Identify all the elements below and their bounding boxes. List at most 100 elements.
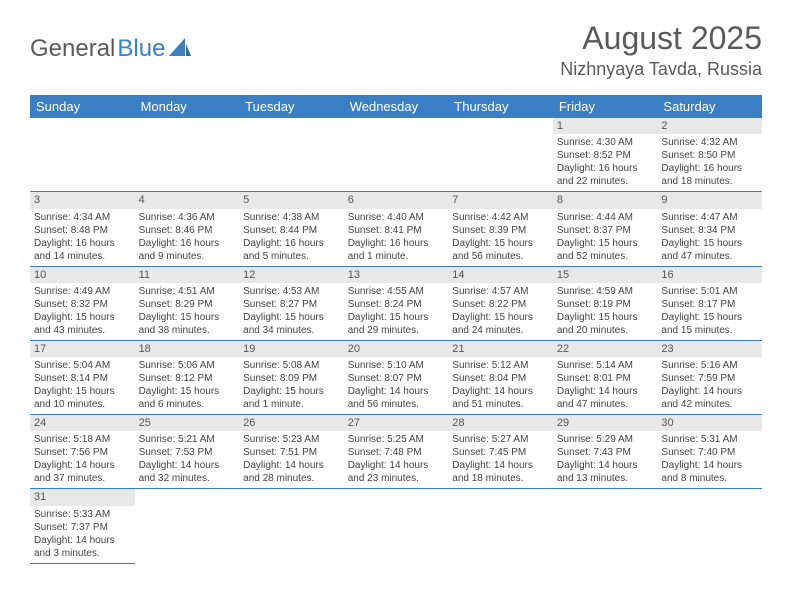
day-cell: 18Sunrise: 5:06 AMSunset: 8:12 PMDayligh… [135,341,240,415]
sunset-line: Sunset: 8:41 PM [348,224,445,237]
calendar: SundayMondayTuesdayWednesdayThursdayFrid… [30,95,762,564]
location: Nizhnyaya Tavda, Russia [560,59,762,80]
day-number: 13 [348,269,360,281]
daylight-line: Daylight: 15 hours [34,385,131,398]
empty-cell [239,118,344,192]
sunset-line: Sunset: 7:37 PM [34,521,131,534]
calendar-body: 1Sunrise: 4:30 AMSunset: 8:52 PMDaylight… [30,118,762,564]
sunset-line: Sunset: 8:52 PM [557,149,654,162]
day-number: 10 [34,269,46,281]
daylight-line: Daylight: 14 hours [34,459,131,472]
daylight-line: Daylight: 15 hours [34,311,131,324]
day-cell: 21Sunrise: 5:12 AMSunset: 8:04 PMDayligh… [448,341,553,415]
sunrise-line: Sunrise: 5:21 AM [139,433,236,446]
sunset-line: Sunset: 8:14 PM [34,372,131,385]
day-cell: 9Sunrise: 4:47 AMSunset: 8:34 PMDaylight… [657,192,762,266]
daynum-row: 4 [135,192,240,208]
daylight-line-2: and 24 minutes. [452,324,549,337]
sunrise-line: Sunrise: 5:04 AM [34,359,131,372]
sunset-line: Sunset: 8:27 PM [243,298,340,311]
daylight-line: Daylight: 15 hours [661,237,758,250]
day-number: 31 [34,491,46,503]
daynum-row: 13 [344,267,449,283]
sunset-line: Sunset: 8:46 PM [139,224,236,237]
day-number: 19 [243,343,255,355]
daylight-line-2: and 5 minutes. [243,250,340,263]
daylight-line-2: and 42 minutes. [661,398,758,411]
sunrise-line: Sunrise: 4:40 AM [348,211,445,224]
day-cell: 28Sunrise: 5:27 AMSunset: 7:45 PMDayligh… [448,415,553,489]
daynum-row: 6 [344,192,449,208]
day-cell: 1Sunrise: 4:30 AMSunset: 8:52 PMDaylight… [553,118,658,192]
daynum-row: 21 [448,341,553,357]
day-cell: 25Sunrise: 5:21 AMSunset: 7:53 PMDayligh… [135,415,240,489]
day-number: 12 [243,269,255,281]
daylight-line: Daylight: 14 hours [557,459,654,472]
logo: GeneralBlue [30,20,191,63]
daynum-row: 7 [448,192,553,208]
daynum-row: 28 [448,415,553,431]
daylight-line: Daylight: 15 hours [243,311,340,324]
sunrise-line: Sunrise: 5:01 AM [661,285,758,298]
daylight-line-2: and 29 minutes. [348,324,445,337]
daylight-line: Daylight: 15 hours [557,311,654,324]
sunrise-line: Sunrise: 4:38 AM [243,211,340,224]
day-number: 1 [557,120,563,132]
daylight-line-2: and 3 minutes. [34,547,131,560]
daylight-line-2: and 37 minutes. [34,472,131,485]
daylight-line: Daylight: 15 hours [139,311,236,324]
sunset-line: Sunset: 7:56 PM [34,446,131,459]
daynum-row: 10 [30,267,135,283]
daynum-row: 14 [448,267,553,283]
daylight-line-2: and 9 minutes. [139,250,236,263]
day-cell: 16Sunrise: 5:01 AMSunset: 8:17 PMDayligh… [657,267,762,341]
daylight-line-2: and 10 minutes. [34,398,131,411]
sunrise-line: Sunrise: 5:25 AM [348,433,445,446]
day-number: 28 [452,417,464,429]
empty-cell [344,118,449,192]
daylight-line-2: and 1 minute. [348,250,445,263]
day-cell: 17 Sunrise: 5:04 AMSunset: 8:14 PMDayligh… [30,341,135,415]
sunset-line: Sunset: 7:40 PM [661,446,758,459]
daylight-line: Daylight: 16 hours [557,162,654,175]
sunset-line: Sunset: 8:44 PM [243,224,340,237]
daylight-line-2: and 1 minute. [243,398,340,411]
sunrise-line: Sunrise: 4:53 AM [243,285,340,298]
day-number: 15 [557,269,569,281]
daylight-line-2: and 22 minutes. [557,175,654,188]
empty-cell [30,118,135,192]
day-cell: 31Sunrise: 5:33 AMSunset: 7:37 PMDayligh… [30,489,135,563]
weekday-header: Friday [553,95,658,118]
sunset-line: Sunset: 8:34 PM [661,224,758,237]
daynum-row: 11 [135,267,240,283]
sunrise-line: Sunrise: 5:06 AM [139,359,236,372]
daynum-row: 16 [657,267,762,283]
daylight-line-2: and 15 minutes. [661,324,758,337]
day-cell: 12 Sunrise: 4:53 AMSunset: 8:27 PMDayligh… [239,267,344,341]
daylight-line-2: and 47 minutes. [557,398,654,411]
sunset-line: Sunset: 8:17 PM [661,298,758,311]
day-cell: 19Sunrise: 5:08 AMSunset: 8:09 PMDayligh… [239,341,344,415]
sunrise-line: Sunrise: 5:12 AM [452,359,549,372]
daylight-line-2: and 20 minutes. [557,324,654,337]
day-cell: 30Sunrise: 5:31 AMSunset: 7:40 PMDayligh… [657,415,762,489]
daynum-row: 22 [553,341,658,357]
sunrise-line: Sunrise: 5:29 AM [557,433,654,446]
daynum-row: 26 [239,415,344,431]
sunrise-line: Sunrise: 5:18 AM [34,433,131,446]
daylight-line: Daylight: 15 hours [452,237,549,250]
daylight-line: Daylight: 16 hours [243,237,340,250]
daynum-row: 17 [30,341,135,357]
sunrise-line: Sunrise: 5:27 AM [452,433,549,446]
day-cell: 26Sunrise: 5:23 AMSunset: 7:51 PMDayligh… [239,415,344,489]
daynum-row: 18 [135,341,240,357]
day-number: 16 [661,269,673,281]
daylight-line-2: and 52 minutes. [557,250,654,263]
day-number: 27 [348,417,360,429]
day-number: 3 [34,194,40,206]
month-title: August 2025 [560,20,762,57]
day-cell: 13Sunrise: 4:55 AMSunset: 8:24 PMDayligh… [344,267,449,341]
daylight-line: Daylight: 16 hours [34,237,131,250]
sunrise-line: Sunrise: 4:51 AM [139,285,236,298]
daylight-line-2: and 43 minutes. [34,324,131,337]
